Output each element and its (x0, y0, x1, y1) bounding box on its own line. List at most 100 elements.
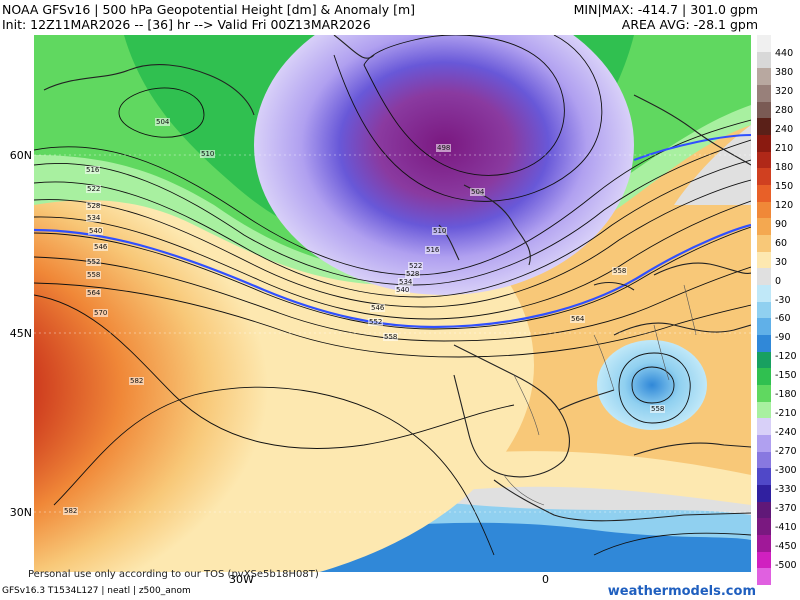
colorbar-segment (757, 235, 771, 253)
colorbar-label: -90 (775, 332, 791, 344)
colorbar-label: -300 (775, 465, 797, 477)
colorbar-label: -150 (775, 370, 797, 382)
colorbar-segment (757, 401, 771, 419)
contour-label: 510 (432, 227, 448, 235)
contour-label: 510 (200, 150, 216, 158)
brand-link[interactable]: weathermodels.com (607, 584, 756, 599)
colorbar-segment (757, 135, 771, 153)
colorbar-label: -270 (775, 446, 797, 458)
contour-label: 552 (86, 258, 102, 266)
contour-label: 582 (129, 377, 145, 385)
colorbar-label: 90 (775, 218, 788, 230)
anomaly-map (34, 35, 751, 572)
colorbar-segment (757, 518, 771, 536)
colorbar-segment (757, 368, 771, 386)
colorbar-segment (757, 68, 771, 86)
colorbar-segment (757, 535, 771, 553)
contour-label: 564 (86, 289, 102, 297)
colorbar-label: -500 (775, 560, 797, 572)
colorbar-segment (757, 568, 771, 586)
colorbar (757, 35, 771, 586)
colorbar-label: -120 (775, 351, 797, 363)
colorbar-segment (757, 485, 771, 503)
highlight-contour-546 (34, 223, 751, 329)
colorbar-segment (757, 318, 771, 336)
model-info: GFSv16.3 T1534L127 | neatl | z500_anom (2, 586, 191, 596)
lon-label-0: 0 (542, 573, 549, 586)
colorbar-segment (757, 435, 771, 453)
colorbar-segment (757, 268, 771, 286)
colorbar-segment (757, 85, 771, 103)
contour-label: 558 (86, 271, 102, 279)
min-max-readout: MIN|MAX: -414.7 | 301.0 gpm (573, 2, 758, 17)
colorbar-segment (757, 301, 771, 319)
tos-notice: Personal use only according to our TOS (… (28, 569, 319, 580)
contour-label: 528 (405, 270, 421, 278)
init-valid-time: Init: 12Z11MAR2026 -- [36] hr --> Valid … (2, 17, 371, 32)
map-title: NOAA GFSv16 | 500 hPa Geopotential Heigh… (2, 2, 415, 17)
colorbar-segment (757, 335, 771, 353)
country-borders (503, 284, 697, 506)
colorbar-segment (757, 35, 771, 53)
contour-label: 558 (383, 333, 399, 341)
contour-label: 540 (395, 286, 411, 294)
colorbar-label: -410 (775, 522, 797, 534)
colorbar-label: 320 (775, 85, 794, 97)
colorbar-label: 380 (775, 66, 794, 78)
contour-label: 522 (86, 185, 102, 193)
coastlines (43, 35, 751, 522)
colorbar-label: 440 (775, 47, 794, 59)
contour-label: 570 (93, 309, 109, 317)
colorbar-label: -60 (775, 313, 791, 325)
colorbar-label: 210 (775, 142, 794, 154)
colorbar-label: -370 (775, 503, 797, 515)
lat-label-30n: 30N (9, 506, 32, 519)
colorbar-segment (757, 451, 771, 469)
colorbar-label: -330 (775, 484, 797, 496)
colorbar-segment (757, 168, 771, 186)
colorbar-label: -240 (775, 427, 797, 439)
colorbar-label: 120 (775, 199, 794, 211)
colorbar-segment (757, 501, 771, 519)
colorbar-segment (757, 201, 771, 219)
colorbar-segment (757, 551, 771, 569)
colorbar-segment (757, 468, 771, 486)
contour-label: 540 (88, 227, 104, 235)
graticule (34, 154, 751, 513)
colorbar-segment (757, 51, 771, 69)
colorbar-segment (757, 251, 771, 269)
contour-label: 516 (85, 166, 101, 174)
colorbar-segment (757, 185, 771, 203)
contour-label: 498 (436, 144, 452, 152)
contour-label: 534 (86, 214, 102, 222)
contour-label: 504 (470, 188, 486, 196)
lat-label-60n: 60N (9, 149, 32, 162)
contour-label: 534 (398, 278, 414, 286)
contour-label: 558 (612, 267, 628, 275)
colorbar-segment (757, 351, 771, 369)
colorbar-segment (757, 418, 771, 436)
colorbar-label: -210 (775, 408, 797, 420)
colorbar-label: 280 (775, 104, 794, 116)
colorbar-label: 60 (775, 237, 788, 249)
colorbar-segment (757, 385, 771, 403)
colorbar-segment (757, 118, 771, 136)
lon-label-30w: 30W (229, 573, 254, 586)
height-contours (34, 35, 751, 556)
colorbar-label: 180 (775, 161, 794, 173)
colorbar-label: 150 (775, 180, 794, 192)
colorbar-label: 30 (775, 256, 788, 268)
highlight-contour-ne (633, 134, 751, 161)
contour-label: 504 (155, 118, 171, 126)
colorbar-label: -30 (775, 294, 791, 306)
contour-label: 516 (425, 246, 441, 254)
colorbar-segment (757, 285, 771, 303)
colorbar-segment (757, 151, 771, 169)
colorbar-label: 240 (775, 123, 794, 135)
contour-label: 522 (408, 262, 424, 270)
colorbar-segment (757, 218, 771, 236)
lat-label-45n: 45N (9, 327, 32, 340)
contour-label: 546 (93, 243, 109, 251)
colorbar-label: 0 (775, 275, 782, 287)
contour-label: 528 (86, 202, 102, 210)
